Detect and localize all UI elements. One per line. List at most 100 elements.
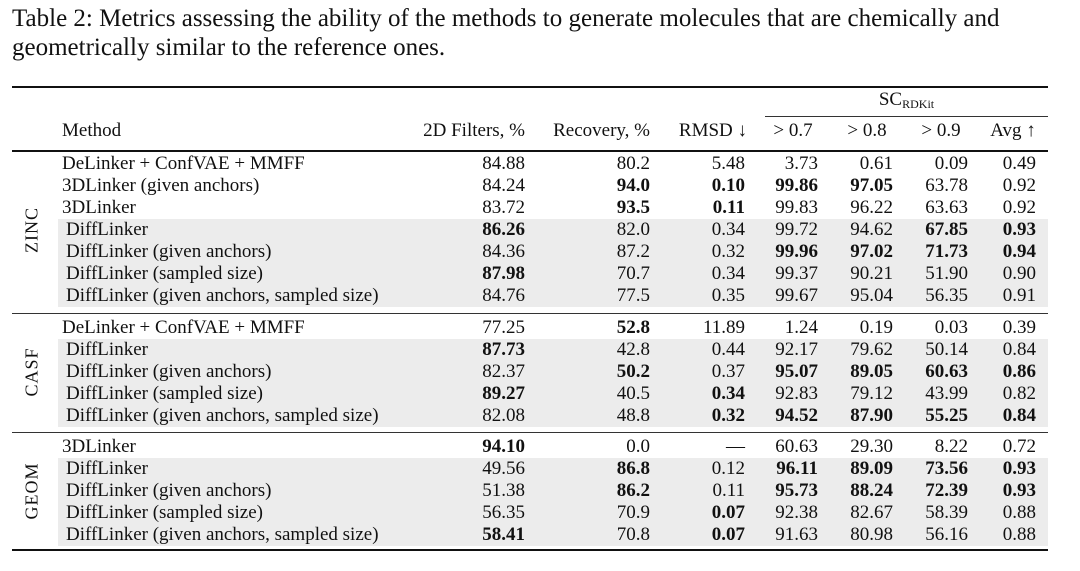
header-recovery: Recovery, % — [553, 120, 650, 141]
row-shading — [58, 339, 1048, 361]
table-caption: Table 2: Metrics assessing the ability o… — [12, 5, 1000, 61]
cell-avg: 0.92 — [1002, 197, 1036, 218]
cell-sc08: 80.98 — [850, 524, 893, 545]
cell-method: 3DLinker — [62, 197, 136, 218]
cell-sc07: 99.67 — [775, 285, 818, 306]
cell-recovery: 86.2 — [616, 480, 650, 501]
cell-sc07: 94.52 — [775, 405, 818, 426]
cell-sc08: 0.61 — [859, 153, 893, 174]
cell-recovery: 70.9 — [616, 502, 650, 523]
row-shading — [58, 502, 1048, 524]
cell-filters: 82.37 — [482, 361, 525, 382]
cell-rmsd: — — [726, 436, 745, 457]
cell-sc09: 8.22 — [934, 436, 968, 457]
cell-sc07: 99.37 — [775, 263, 818, 284]
cell-rmsd: 0.32 — [711, 241, 745, 262]
cell-filters: 56.35 — [482, 502, 525, 523]
cell-method: DiffLinker (sampled size) — [66, 263, 263, 284]
cell-sc07: 99.72 — [775, 219, 818, 240]
cell-filters: 84.88 — [482, 153, 525, 174]
cell-filters: 84.36 — [482, 241, 525, 262]
cell-method: 3DLinker — [62, 436, 136, 457]
cell-avg: 0.72 — [1002, 436, 1036, 457]
cell-sc09: 63.63 — [925, 197, 968, 218]
cell-method: 3DLinker (given anchors) — [62, 175, 260, 196]
cell-recovery: 93.5 — [616, 197, 650, 218]
group-separator — [12, 313, 1048, 314]
cell-avg: 0.93 — [1002, 219, 1036, 240]
cell-method: DiffLinker (given anchors, sampled size) — [66, 405, 379, 426]
header-method: Method — [62, 120, 122, 141]
cell-filters: 58.41 — [482, 524, 525, 545]
cell-method: DiffLinker (sampled size) — [66, 383, 263, 404]
cell-rmsd: 0.11 — [712, 197, 745, 218]
cell-filters: 49.56 — [482, 458, 525, 479]
cell-sc08: 87.90 — [850, 405, 893, 426]
cell-method: DiffLinker (sampled size) — [66, 502, 263, 523]
group-label-zinc: ZINC — [12, 153, 52, 307]
group-label-text: CASF — [21, 347, 42, 397]
cell-avg: 0.84 — [1002, 339, 1036, 360]
cell-method: DiffLinker — [66, 458, 148, 479]
cell-sc08: 90.21 — [850, 263, 893, 284]
cell-sc08: 97.05 — [850, 175, 893, 196]
cell-sc07: 99.96 — [775, 241, 818, 262]
cell-avg: 0.92 — [1002, 175, 1036, 196]
cell-method: DiffLinker (given anchors) — [66, 241, 272, 262]
cell-sc07: 92.17 — [775, 339, 818, 360]
cell-method: DeLinker + ConfVAE + MMFF — [62, 153, 305, 174]
cell-recovery: 48.8 — [616, 405, 650, 426]
cell-sc09: 58.39 — [925, 502, 968, 523]
header-sc-08: > 0.8 — [847, 120, 887, 141]
cell-sc09: 63.78 — [925, 175, 968, 196]
row-shading — [58, 405, 1048, 427]
group-label-casf: CASF — [12, 317, 52, 427]
cell-rmsd: 11.89 — [702, 317, 745, 338]
cell-filters: 83.72 — [482, 197, 525, 218]
cell-avg: 0.94 — [1002, 241, 1036, 262]
cell-sc07: 1.24 — [784, 317, 818, 338]
cell-filters: 87.98 — [482, 263, 525, 284]
cell-filters: 86.26 — [482, 219, 525, 240]
header-rmsd: RMSD ↓ — [678, 120, 747, 141]
cell-recovery: 87.2 — [616, 241, 650, 262]
row-shading — [58, 263, 1048, 285]
cell-sc08: 95.04 — [850, 285, 893, 306]
header-avg: Avg ↑ — [990, 120, 1036, 141]
cell-avg: 0.91 — [1002, 285, 1036, 306]
cell-recovery: 50.2 — [616, 361, 650, 382]
cell-sc07: 95.07 — [775, 361, 818, 382]
cell-rmsd: 5.48 — [711, 153, 745, 174]
cell-sc08: 29.30 — [850, 436, 893, 457]
cell-recovery: 40.5 — [616, 383, 650, 404]
header-sc-09: > 0.9 — [921, 120, 961, 141]
row-shading — [58, 361, 1048, 383]
cell-sc09: 56.16 — [925, 524, 968, 545]
cell-rmsd: 0.12 — [711, 458, 745, 479]
cell-sc09: 43.99 — [925, 383, 968, 404]
cell-sc07: 96.11 — [776, 458, 818, 479]
group-label-geom: GEOM — [12, 436, 52, 546]
cell-recovery: 94.0 — [616, 175, 650, 196]
cell-recovery: 42.8 — [616, 339, 650, 360]
cell-sc07: 99.86 — [775, 175, 818, 196]
cell-rmsd: 0.32 — [711, 405, 745, 426]
sc-header-main: SC — [878, 89, 903, 110]
cell-rmsd: 0.34 — [711, 219, 745, 240]
row-shading — [58, 285, 1048, 307]
row-shading — [58, 219, 1048, 241]
cell-rmsd: 0.07 — [711, 524, 745, 545]
cell-sc08: 79.62 — [850, 339, 893, 360]
row-shading — [58, 383, 1048, 405]
cell-method: DiffLinker — [66, 339, 148, 360]
cell-sc07: 3.73 — [784, 153, 818, 174]
group-label-text: ZINC — [21, 207, 42, 253]
cell-sc07: 95.73 — [775, 480, 818, 501]
cell-method: DiffLinker (given anchors) — [66, 480, 272, 501]
cell-recovery: 82.0 — [616, 219, 650, 240]
cell-sc08: 97.02 — [850, 241, 893, 262]
cell-recovery: 0.0 — [626, 436, 650, 457]
cell-filters: 94.10 — [482, 436, 525, 457]
cell-filters: 77.25 — [482, 317, 525, 338]
cell-sc07: 99.83 — [775, 197, 818, 218]
